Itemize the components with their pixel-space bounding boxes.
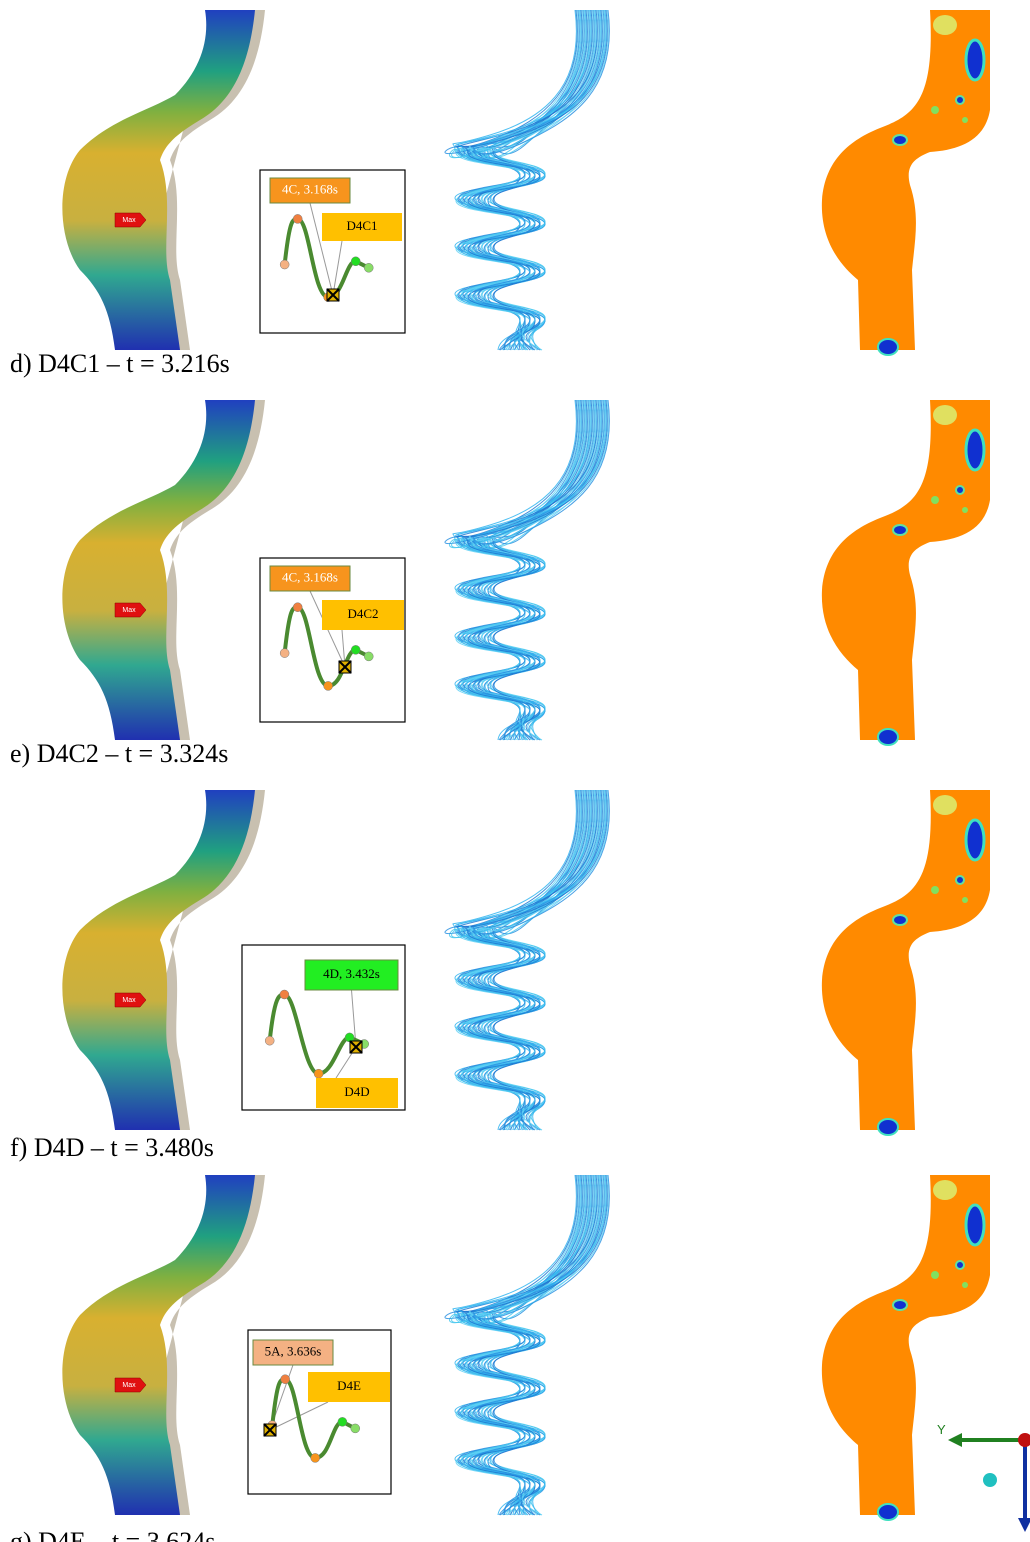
max-label: Max — [122, 607, 136, 614]
figure: Maxd) D4C1 – t = 3.216s4C, 3.168sD4C1Max… — [0, 0, 1030, 1542]
contour-render — [822, 10, 990, 355]
contour-render — [822, 1175, 990, 1520]
inset: 5A, 3.636s D4E — [248, 1330, 391, 1494]
vessel-render — [62, 790, 265, 1130]
time-label: 4C, 3.168s — [282, 181, 338, 196]
contour-render — [822, 790, 990, 1135]
case-label: D4C2 — [347, 606, 378, 621]
inset: 4C, 3.168s D4C2 — [260, 558, 405, 722]
axes-triad: Y — [937, 1422, 1030, 1532]
streamlines — [445, 790, 609, 1130]
caption: d) D4C1 – t = 3.216s — [10, 349, 230, 378]
inset: 4C, 3.168s D4C1 — [260, 170, 405, 333]
case-label: D4D — [344, 1084, 369, 1099]
case-label: D4C1 — [346, 218, 377, 233]
panel: Max g) D4E – t = 3.624s 5A, 3.636s D4E — [10, 1175, 990, 1542]
caption: e) D4C2 – t = 3.324s — [10, 739, 228, 768]
max-label: Max — [122, 1382, 136, 1389]
streamlines — [445, 1175, 609, 1515]
caption: g) D4E – t = 3.624s — [10, 1527, 215, 1542]
max-label: Max — [122, 217, 136, 224]
time-label: 4D, 3.432s — [323, 966, 380, 981]
vessel-render — [62, 1175, 265, 1515]
max-label: Max — [122, 997, 136, 1004]
caption: f) D4D – t = 3.480s — [10, 1133, 214, 1162]
panel: Max e) D4C2 – t = 3.324s 4C, 3.168s D4C2 — [10, 400, 990, 768]
contour-render — [822, 400, 990, 745]
vessel-render — [62, 400, 265, 740]
case-label: D4E — [337, 1378, 361, 1393]
time-label: 4C, 3.168s — [282, 569, 338, 584]
time-label: 5A, 3.636s — [265, 1343, 322, 1358]
streamlines — [445, 400, 609, 740]
vessel-render — [62, 10, 265, 350]
panel: Max d) D4C1 – t = 3.216s 4C, 3.168s D4C1 — [10, 10, 990, 378]
panel: Max f) D4D – t = 3.480s 4D, 3.432s D4D — [10, 790, 990, 1162]
streamlines — [445, 10, 609, 350]
inset: 4D, 3.432s D4D — [242, 945, 405, 1110]
axis-label: Y — [937, 1422, 946, 1437]
